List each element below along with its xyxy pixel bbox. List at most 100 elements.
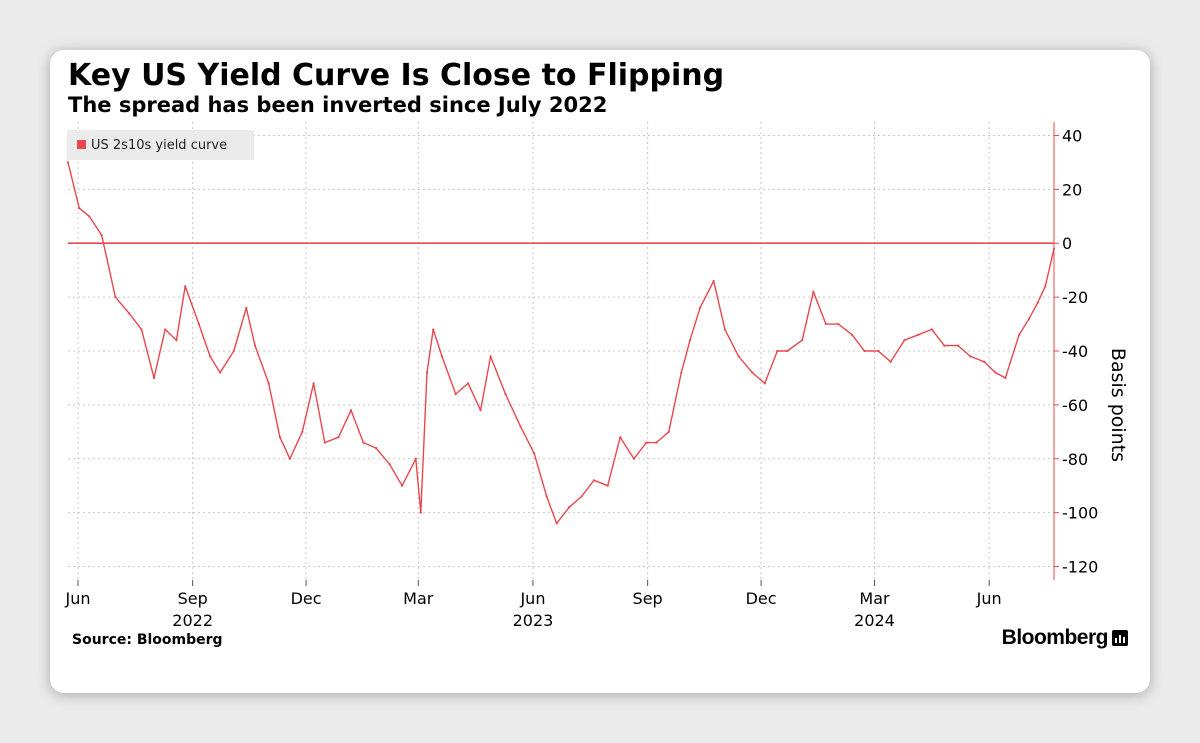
data-point	[1027, 317, 1031, 320]
data-point	[66, 161, 70, 164]
data-point	[1044, 285, 1047, 288]
data-point	[863, 349, 866, 353]
y-axis: 40 20 0 -20 -40 -60 -80 -100 -120	[1053, 122, 1098, 580]
data-point	[786, 349, 789, 353]
data-point	[763, 382, 766, 385]
legend: US 2s10s yield curve	[67, 130, 254, 160]
data-point	[419, 511, 422, 514]
data-point	[114, 296, 117, 299]
data-point	[467, 382, 470, 385]
data-point	[337, 436, 340, 439]
chart-subtitle: The spread has been inverted since July …	[68, 93, 608, 117]
data-point	[776, 349, 779, 353]
data-point	[688, 339, 692, 342]
data-point	[903, 339, 906, 342]
data-point	[568, 506, 571, 509]
data-point	[917, 333, 920, 336]
data-point	[723, 328, 727, 331]
data-point	[956, 344, 960, 347]
data-point	[288, 457, 291, 460]
x-year-label: 2022	[172, 611, 213, 630]
x-tick-label: Dec	[291, 589, 322, 608]
data-point	[801, 339, 804, 342]
data-point	[362, 441, 365, 444]
data-point	[432, 328, 435, 331]
data-point	[140, 328, 143, 331]
chart-card: Key US Yield Curve Is Close to Flipping …	[50, 50, 1150, 693]
data-point	[751, 371, 754, 374]
data-point	[184, 285, 187, 288]
data-point	[100, 234, 103, 237]
data-point	[645, 441, 648, 444]
data-point	[812, 290, 815, 293]
data-point	[983, 360, 986, 363]
data-point	[425, 371, 429, 374]
x-tick-label: Mar	[859, 589, 890, 608]
legend-label: US 2s10s yield curve	[91, 138, 227, 153]
y-tick-label: -20	[1062, 288, 1088, 307]
data-point	[245, 306, 248, 309]
x-tick-label: Jun	[64, 589, 90, 608]
data-point	[889, 360, 892, 363]
data-point	[580, 495, 583, 498]
series-layer	[66, 161, 1056, 525]
data-point	[253, 344, 257, 347]
data-point	[632, 457, 636, 460]
data-point	[175, 339, 178, 342]
data-point	[127, 312, 131, 315]
x-tick-label: Jun	[519, 589, 545, 608]
data-point	[301, 430, 304, 433]
y-tick-label: 0	[1062, 234, 1072, 253]
data-point	[454, 393, 457, 396]
data-point	[504, 393, 507, 396]
y-tick-label: -80	[1062, 450, 1088, 469]
series-line	[67, 162, 1055, 525]
x-year-label: 2024	[854, 611, 895, 630]
data-point	[969, 355, 972, 358]
data-point	[1004, 376, 1007, 380]
data-point	[837, 322, 840, 326]
data-point	[479, 409, 482, 412]
data-point	[489, 355, 492, 358]
y-axis-label: Basis points	[1107, 348, 1129, 462]
data-point	[388, 463, 391, 466]
data-point	[824, 322, 827, 326]
data-point	[667, 430, 670, 433]
data-point	[164, 328, 167, 331]
data-point	[533, 452, 536, 455]
data-point	[267, 382, 270, 385]
x-tick-label: Mar	[403, 589, 434, 608]
data-point	[232, 349, 235, 353]
data-point	[592, 479, 596, 482]
data-point	[1036, 301, 1039, 304]
source-note: Source: Bloomberg	[72, 632, 223, 648]
data-point	[1017, 333, 1021, 336]
terminal-icon	[1112, 630, 1128, 646]
data-point	[930, 328, 933, 331]
data-point	[545, 495, 548, 498]
data-point	[943, 344, 946, 347]
brand-logo-text: Bloomberg	[1001, 626, 1109, 649]
data-point	[152, 376, 156, 380]
x-tick-label: Sep	[633, 589, 663, 608]
brand: Bloomberg	[1002, 626, 1128, 650]
y-tick-label: -60	[1062, 396, 1088, 415]
data-point	[374, 446, 377, 450]
data-point	[414, 457, 417, 460]
data-point	[197, 322, 200, 326]
data-point	[698, 306, 702, 309]
data-point	[994, 371, 997, 374]
data-point	[88, 215, 91, 218]
data-point	[440, 355, 444, 358]
data-point	[655, 441, 658, 444]
x-tick-label: Jun	[976, 589, 1002, 608]
data-point	[78, 207, 81, 210]
y-tick-label: -100	[1062, 504, 1098, 523]
data-point	[312, 382, 315, 385]
data-point	[737, 355, 740, 358]
chart-title: Key US Yield Curve Is Close to Flipping	[68, 58, 725, 93]
data-point	[619, 436, 622, 439]
data-point	[712, 279, 715, 283]
data-point	[278, 436, 282, 439]
